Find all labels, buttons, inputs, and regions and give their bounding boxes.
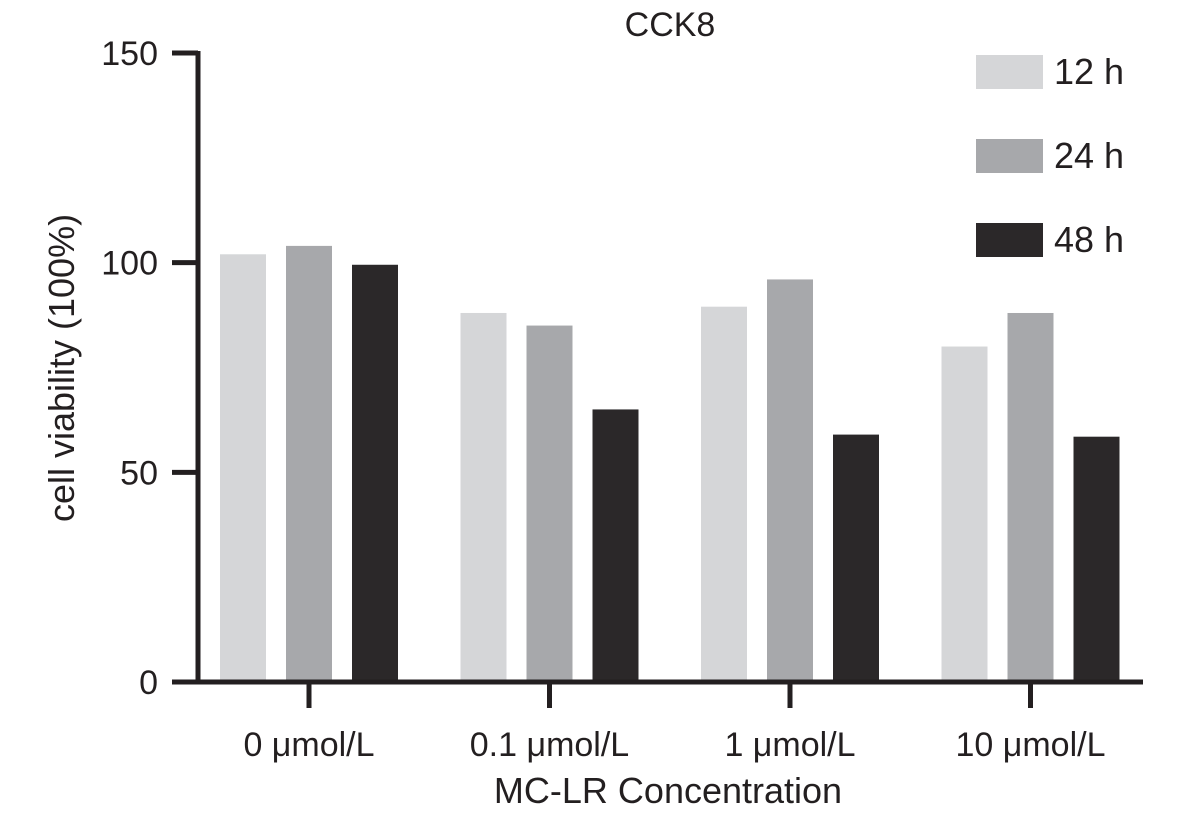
legend-label: 12 h xyxy=(1054,51,1124,92)
legend-label: 24 h xyxy=(1054,135,1124,176)
legend-swatch-48-h xyxy=(976,223,1043,257)
y-tick-label: 100 xyxy=(101,245,158,283)
x-tick-label: 0 μmol/L xyxy=(243,726,374,764)
x-tick-label: 1 μmol/L xyxy=(724,726,855,764)
legend-swatch-12-h xyxy=(976,55,1043,89)
y-axis-label: cell viability (100%) xyxy=(41,214,82,522)
bars-group xyxy=(220,245,1120,683)
x-axis-label: MC-LR Concentration xyxy=(494,770,842,811)
bar-12-h-0-1-mol-l xyxy=(460,312,507,682)
bar-12-h-0-mol-l xyxy=(220,254,266,682)
bar-24-h-0-mol-l xyxy=(286,245,332,683)
bar-12-h-10-mol-l xyxy=(941,346,988,682)
bar-24-h-0-1-mol-l xyxy=(526,325,573,682)
chart-title: CCK8 xyxy=(625,6,716,44)
y-tick-label: 0 xyxy=(139,664,158,702)
x-tick-label: 0.1 μmol/L xyxy=(470,726,629,764)
x-tick-label: 10 μmol/L xyxy=(956,726,1106,764)
bar-12-h-1-mol-l xyxy=(701,306,747,682)
bar-24-h-10-mol-l xyxy=(1007,312,1054,682)
bar-48-h-1-mol-l xyxy=(833,434,879,682)
legend-swatch-24-h xyxy=(976,139,1043,173)
bar-48-h-0-1-mol-l xyxy=(592,409,639,682)
bar-48-h-10-mol-l xyxy=(1073,436,1120,682)
bar-48-h-0-mol-l xyxy=(352,264,398,682)
bar-24-h-1-mol-l xyxy=(767,279,813,682)
y-tick-label: 150 xyxy=(101,35,158,73)
legend: 12 h 24 h 48 h xyxy=(976,51,1124,260)
axes-group: 0 50 100 150 0 μmol/L 0.1 μmol/L 1 μmol/L 10 μm… xyxy=(101,35,1143,764)
y-tick-label: 50 xyxy=(120,454,158,492)
legend-label: 48 h xyxy=(1054,219,1124,260)
